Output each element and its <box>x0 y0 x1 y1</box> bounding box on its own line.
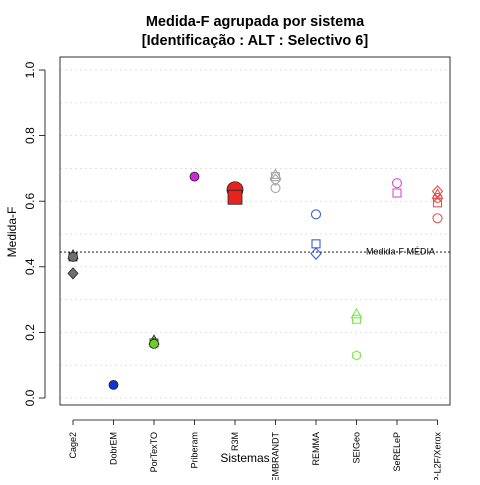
y-tick-label: 0.4 <box>23 258 37 275</box>
circle-marker <box>108 379 119 390</box>
y-axis: 0.0 0.2 0.4 0.6 0.8 1.0 <box>23 61 46 406</box>
square-marker <box>432 198 443 208</box>
diamond-marker <box>67 267 79 280</box>
grid-lines <box>60 69 450 399</box>
square-marker <box>392 188 402 198</box>
y-tick-label: 0.2 <box>23 324 37 341</box>
x-axis-title: Sistemas <box>220 451 269 465</box>
plot-frame <box>59 56 451 406</box>
x-tick-label: SEIGeo <box>352 432 362 464</box>
x-tick-label: Cage2 <box>68 432 78 459</box>
x-tick-label: R3M <box>230 432 240 451</box>
circle-marker <box>391 178 403 189</box>
square-marker <box>270 172 281 182</box>
y-axis-title: Medida-F <box>5 207 19 258</box>
triangle-marker <box>350 307 363 319</box>
y-tick-label: 0.0 <box>23 389 37 406</box>
diamond-marker <box>269 173 282 187</box>
large-square-marker <box>227 189 243 205</box>
circle-x-cross <box>433 194 442 202</box>
circle-x-marker <box>432 192 443 203</box>
x-tick-label: REMBRANDT <box>271 432 281 480</box>
circle-marker <box>310 209 322 220</box>
chart-title: Medida-F agrupada por sistema <box>146 14 365 30</box>
x-tick-label: Priberam <box>190 432 200 469</box>
circle-marker <box>149 338 159 349</box>
y-tick-label: 0.8 <box>23 127 37 144</box>
circle-marker <box>68 252 78 262</box>
x-tick-label: DobrEM <box>109 432 119 465</box>
triangle-marker <box>269 168 282 180</box>
x-axis: Cage2 DobrEM PorTexTO Priberam R3M REMBRANDT R… <box>68 419 443 485</box>
diamond-marker <box>310 247 322 260</box>
reference-line-label: Medida-F MÉDIA <box>366 247 435 257</box>
x-tick-label: REMMA <box>311 432 321 466</box>
circle-marker <box>270 183 281 194</box>
x-tick-label: SeRELeP <box>392 432 402 472</box>
x-tick-label: PorTexTO <box>149 432 159 472</box>
hexagon-marker <box>352 350 361 361</box>
x-tick-label: XIP-L2F/Xerox <box>433 432 443 480</box>
chart-subtitle: [Identificação : ALT : Selectivo 6] <box>142 33 369 49</box>
circle-marker <box>432 213 443 224</box>
square-marker <box>351 314 362 324</box>
diamond-marker <box>431 185 444 198</box>
y-tick-label: 0.6 <box>23 193 37 210</box>
y-tick-label: 1.0 <box>23 61 37 78</box>
data-points <box>67 168 444 390</box>
circle-marker <box>189 171 200 182</box>
